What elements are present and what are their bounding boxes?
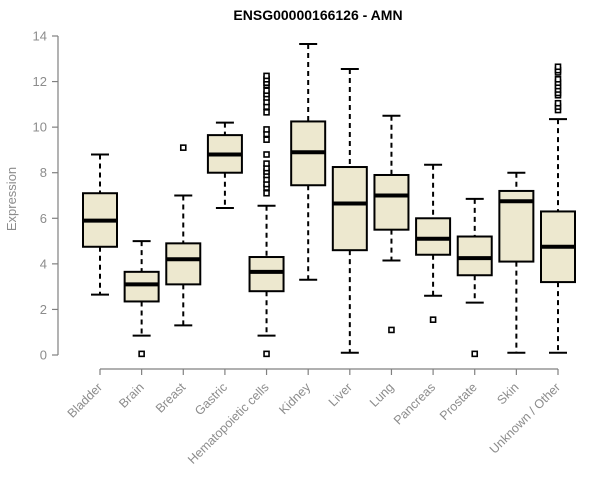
y-tick-label: 0 (40, 348, 47, 363)
outlier-point-unknown-other (554, 75, 562, 83)
x-tick-label: Gastric (192, 380, 230, 418)
box-prostate (456, 235, 493, 277)
outlier-point-hematopoietic-cells (263, 87, 270, 94)
box-lung (373, 173, 410, 231)
x-tick-label: Bladder (65, 380, 105, 420)
x-tick-label: Kidney (276, 380, 313, 417)
x-tick-label: Liver (326, 380, 355, 409)
x-tick-label: Breast (153, 380, 189, 416)
outlier-point-hematopoietic-cells (263, 160, 270, 167)
outlier-point-hematopoietic-cells (263, 109, 270, 116)
y-tick-label: 12 (33, 74, 47, 89)
y-tick-label: 4 (40, 256, 47, 271)
x-tick-label: Brain (116, 380, 147, 411)
chart-title: ENSG00000166126 - AMN (233, 7, 403, 23)
outlier-point-breast (179, 144, 187, 151)
outlier-point-hematopoietic-cells (263, 151, 270, 158)
x-tick-label: Unknown / Other (487, 380, 563, 456)
x-tick-label: Pancreas (391, 380, 438, 427)
y-tick-label: 6 (40, 211, 47, 226)
outlier-point-unknown-other (554, 99, 562, 107)
x-tick-label: Hematopoietic cells (185, 380, 272, 467)
outlier-point-hematopoietic-cells (263, 189, 270, 197)
outlier-point-hematopoietic-cells (263, 72, 270, 80)
x-tick-label: Skin (494, 380, 521, 407)
x-tick-label: Prostate (437, 380, 480, 423)
outlier-point-pancreas (429, 316, 437, 323)
outlier-point-prostate (471, 350, 479, 358)
outlier-point-hematopoietic-cells (263, 136, 270, 143)
box-hematopoietic-cells (248, 256, 285, 293)
box-pancreas (415, 217, 452, 256)
outlier-point-lung (388, 326, 395, 334)
box-liver (331, 166, 368, 252)
y-tick-label: 14 (33, 29, 47, 44)
y-tick-label: 2 (40, 302, 47, 317)
outlier-point-hematopoietic-cells (263, 126, 270, 133)
box-breast (165, 242, 202, 286)
y-tick-label: 10 (33, 120, 47, 135)
x-tick-label: Lung (367, 380, 397, 410)
y-tick-label: 8 (40, 165, 47, 180)
outlier-point-unknown-other (554, 63, 562, 71)
outlier-point-brain (138, 350, 145, 358)
box-brain (123, 270, 160, 303)
outlier-point-hematopoietic-cells (263, 350, 270, 358)
